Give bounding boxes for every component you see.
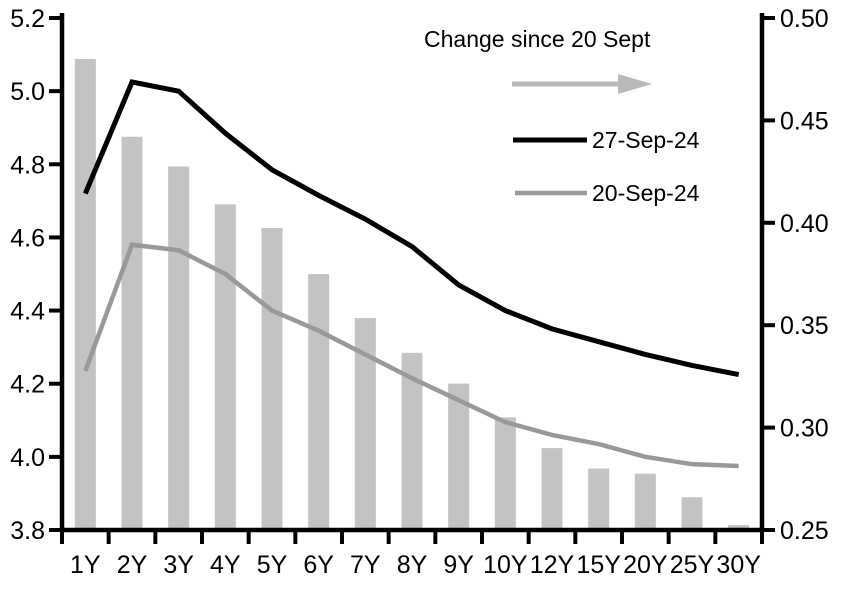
x-axis-label-9Y: 9Y: [443, 551, 474, 579]
x-axis-label-25Y: 25Y: [670, 551, 715, 579]
bar-1Y: [74, 58, 96, 531]
x-axis-label-4Y: 4Y: [210, 551, 241, 579]
x-axis-label-10Y: 10Y: [483, 551, 528, 579]
right-axis-tick-label: 0.50: [780, 5, 829, 33]
x-axis-label-1Y: 1Y: [70, 551, 101, 579]
x-axis-label-20Y: 20Y: [623, 551, 668, 579]
x-axis-label-3Y: 3Y: [163, 551, 194, 579]
left-axis-tick-label: 4.0: [10, 444, 45, 472]
legend-label-20-sep-24: 20-Sep-24: [592, 180, 700, 206]
x-axis-label-30Y: 30Y: [716, 551, 761, 579]
left-axis-tick-label: 4.6: [10, 224, 45, 252]
left-axis-tick-label: 4.8: [10, 151, 45, 179]
bar-9Y: [448, 383, 470, 530]
left-axis-tick-label: 3.8: [10, 517, 45, 545]
bar-15Y: [588, 468, 610, 530]
legend-label-27-sep-24: 27-Sep-24: [592, 127, 700, 153]
left-axis-tick-label: 4.4: [10, 298, 45, 326]
bar-25Y: [681, 497, 703, 530]
right-axis-tick-label: 0.45: [780, 107, 829, 135]
bar-30Y: [728, 524, 750, 530]
x-axis-label-12Y: 12Y: [530, 551, 575, 579]
series-line-27-sep-24: [83, 79, 740, 378]
bar-2Y: [121, 136, 143, 530]
bar-3Y: [168, 166, 190, 531]
bar-6Y: [308, 274, 330, 530]
x-axis-label-15Y: 15Y: [576, 551, 621, 579]
legend-change-arrow-head-icon: [618, 74, 652, 94]
x-axis-label-6Y: 6Y: [303, 551, 334, 579]
right-axis-tick-label: 0.25: [780, 517, 829, 545]
bar-20Y: [634, 473, 656, 530]
right-axis-tick-label: 0.30: [780, 415, 829, 443]
bar-8Y: [401, 352, 423, 530]
bar-5Y: [261, 227, 283, 531]
legend-title-change-since-20-sept: Change since 20 Sept: [424, 26, 651, 52]
bar-10Y: [494, 417, 516, 530]
left-axis-tick-label: 5.0: [10, 78, 45, 106]
x-axis-label-8Y: 8Y: [397, 551, 428, 579]
bar-12Y: [541, 448, 563, 530]
right-axis-tick-label: 0.40: [780, 210, 829, 238]
x-axis-label-7Y: 7Y: [350, 551, 381, 579]
series-line-20-sep-24: [83, 242, 739, 469]
right-axis-tick-label: 0.35: [780, 312, 829, 340]
left-axis-tick-label: 4.2: [10, 371, 45, 399]
left-axis-tick-label: 5.2: [10, 5, 45, 33]
x-axis-label-5Y: 5Y: [257, 551, 288, 579]
bar-7Y: [354, 318, 376, 530]
bar-4Y: [214, 204, 236, 531]
x-axis-label-2Y: 2Y: [117, 551, 148, 579]
